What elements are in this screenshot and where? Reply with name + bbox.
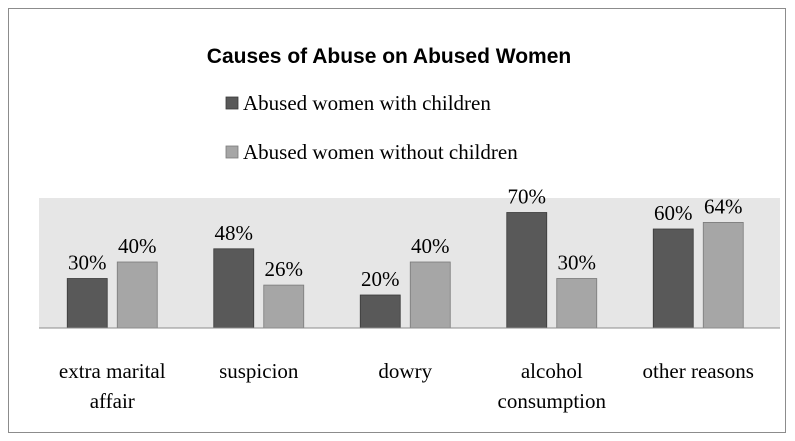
x-tick-label-cat3-line0: alcohol: [521, 359, 583, 383]
x-tick-label-cat3-line1: consumption: [498, 389, 607, 413]
data-labels-group: 30% 40% 48% 26% 20% 40% 70% 30% 60% 64%: [68, 185, 743, 292]
chart-frame: Causes of Abuse on Abused Women Abused w…: [8, 8, 786, 433]
x-tick-label-cat0-line1: affair: [90, 389, 135, 413]
chart-svg: Causes of Abuse on Abused Women Abused w…: [39, 45, 780, 413]
bar-series0-cat2: [359, 294, 401, 329]
bar-series0-cat1: [213, 248, 255, 329]
bar-series0-cat4: [652, 228, 694, 329]
x-tick-label-cat0-line0: extra marital: [59, 359, 166, 383]
data-label-series0-cat0: 30%: [68, 251, 107, 275]
legend-swatch-without-children: [225, 145, 239, 159]
bar-series0-cat3: [506, 212, 548, 329]
data-label-series0-cat4: 60%: [654, 201, 693, 225]
legend-label-with-children: Abused women with children: [243, 91, 491, 115]
x-tick-label-cat1-line0: suspicion: [219, 359, 299, 383]
data-label-series1-cat0: 40%: [118, 234, 157, 258]
data-label-series0-cat2: 20%: [361, 267, 400, 291]
chart-title: Causes of Abuse on Abused Women: [207, 45, 571, 68]
bar-series0-cat0: [66, 278, 108, 329]
legend: Abused women with children Abused women …: [225, 91, 518, 164]
legend-swatch-with-children: [225, 96, 239, 110]
x-tick-label-cat4-line0: other reasons: [643, 359, 754, 383]
data-label-series0-cat3: 70%: [508, 185, 547, 209]
x-tick-labels-group: extra marital affair suspicion dowry alcohol…: [59, 359, 754, 413]
bar-series1-cat3: [556, 278, 598, 329]
bar-series1-cat4: [702, 221, 744, 329]
bar-series1-cat0: [116, 261, 158, 329]
x-tick-label-cat2-line0: dowry: [378, 359, 432, 383]
data-label-series1-cat2: 40%: [411, 234, 450, 258]
data-label-series1-cat1: 26%: [265, 257, 304, 281]
data-label-series1-cat3: 30%: [558, 251, 597, 275]
bars-group: [66, 212, 744, 329]
legend-label-without-children: Abused women without children: [243, 140, 518, 164]
bar-series1-cat2: [409, 261, 451, 329]
data-label-series1-cat4: 64%: [704, 194, 743, 218]
data-label-series0-cat1: 48%: [215, 221, 254, 245]
bar-series1-cat1: [263, 284, 305, 329]
